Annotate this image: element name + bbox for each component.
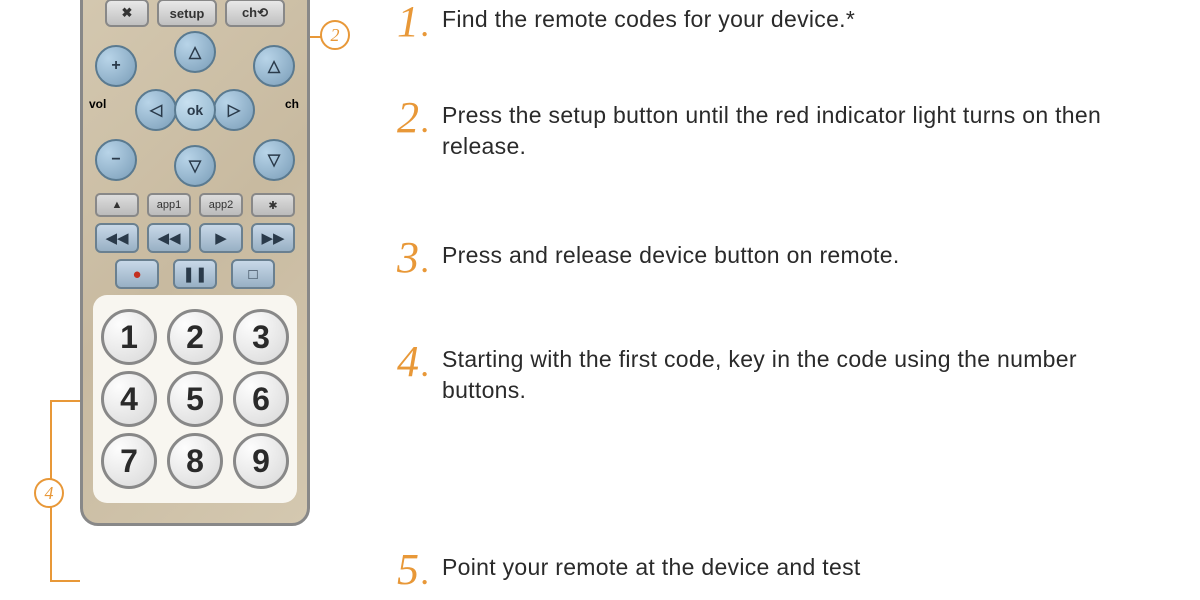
remote-top-row: ✖ setup ch⟲ [93, 0, 297, 27]
num-8-label: 8 [186, 443, 204, 480]
ffwd-icon: ▶▶ [261, 229, 284, 247]
step-2-text: Press the setup button until the red ind… [442, 96, 1160, 162]
home-icon: ▲ [112, 199, 123, 211]
vol-down-button[interactable]: − [95, 139, 137, 181]
stop-icon: □ [248, 266, 257, 283]
close-button[interactable]: ✖ [105, 0, 149, 27]
prev-button[interactable]: ◀◀ [147, 223, 191, 253]
dpad-left-button[interactable]: ◁ [135, 89, 177, 131]
nav-cluster: vol ch + − △ ▽ ◁ ▷ ok △ ▽ [95, 35, 295, 185]
ok-label: ok [187, 102, 203, 118]
transport-row-2: ● ❚❚ □ [93, 259, 297, 289]
instructions-panel: 1 Find the remote codes for your device.*… [370, 0, 1200, 600]
step-3-number: 3 [390, 236, 430, 280]
step-2: 2 Press the setup button until the red in… [390, 96, 1160, 162]
numpad-row-2: 4 5 6 [99, 371, 291, 427]
ch-return-button[interactable]: ch⟲ [225, 0, 285, 27]
app2-label: app2 [209, 199, 233, 211]
rewind-button[interactable]: ◀◀ [95, 223, 139, 253]
step-5-text: Point your remote at the device and test [442, 548, 861, 583]
minus-icon: − [111, 151, 120, 169]
numpad-row-3: 7 8 9 [99, 433, 291, 489]
vol-label: vol [89, 97, 106, 111]
transport-row-1: ◀◀ ◀◀ ▶ ▶▶ [93, 223, 297, 253]
prev-icon: ◀◀ [157, 229, 180, 247]
vol-up-button[interactable]: + [95, 45, 137, 87]
dpad-up-button[interactable]: △ [174, 31, 216, 73]
play-icon: ▶ [215, 229, 227, 247]
app-row: ▲ app1 app2 ✱ [93, 193, 297, 217]
app1-button[interactable]: app1 [147, 193, 191, 217]
num-4-label: 4 [120, 381, 138, 418]
app2-button[interactable]: app2 [199, 193, 243, 217]
triangle-up-icon: △ [189, 42, 201, 62]
step-1: 1 Find the remote codes for your device.* [390, 0, 1160, 44]
num-3-label: 3 [252, 319, 270, 356]
step-3-text: Press and release device button on remot… [442, 236, 900, 271]
num-4-button[interactable]: 4 [101, 371, 157, 427]
ch-up-button[interactable]: △ [253, 45, 295, 87]
num-1-button[interactable]: 1 [101, 309, 157, 365]
pause-icon: ❚❚ [182, 265, 207, 283]
step-5-number: 5 [390, 548, 430, 592]
triangle-right-icon: ▷ [228, 100, 240, 120]
num-6-label: 6 [252, 381, 270, 418]
num-6-button[interactable]: 6 [233, 371, 289, 427]
num-2-button[interactable]: 2 [167, 309, 223, 365]
num-2-label: 2 [186, 319, 204, 356]
num-9-label: 9 [252, 443, 270, 480]
callout-4-label: 4 [45, 483, 54, 504]
ch-down-icon: ▽ [268, 150, 280, 170]
star-button[interactable]: ✱ [251, 193, 295, 217]
dpad-right-button[interactable]: ▷ [213, 89, 255, 131]
num-9-button[interactable]: 9 [233, 433, 289, 489]
pause-button[interactable]: ❚❚ [173, 259, 217, 289]
num-7-label: 7 [120, 443, 138, 480]
remote-illustration-panel: 2 4 ✖ setup ch⟲ vol ch + − △ ▽ ◁ ▷ ok △ … [0, 0, 370, 600]
home-button[interactable]: ▲ [95, 193, 139, 217]
callout-4-line-h-top [50, 400, 80, 402]
num-8-button[interactable]: 8 [167, 433, 223, 489]
num-3-button[interactable]: 3 [233, 309, 289, 365]
step-1-text: Find the remote codes for your device.* [442, 0, 855, 35]
remote-body: ✖ setup ch⟲ vol ch + − △ ▽ ◁ ▷ ok △ ▽ ▲ … [80, 0, 310, 526]
ch-label: ch [285, 97, 299, 111]
step-4-text: Starting with the first code, key in the… [442, 340, 1160, 406]
step-4: 4 Starting with the first code, key in th… [390, 340, 1160, 406]
num-1-label: 1 [120, 319, 138, 356]
triangle-left-icon: ◁ [150, 100, 162, 120]
num-5-button[interactable]: 5 [167, 371, 223, 427]
stop-button[interactable]: □ [231, 259, 275, 289]
setup-button[interactable]: setup [157, 0, 217, 27]
record-button[interactable]: ● [115, 259, 159, 289]
plus-icon: + [111, 57, 120, 75]
callout-2-label: 2 [331, 25, 340, 46]
record-icon: ● [132, 266, 141, 283]
step-5: 5 Point your remote at the device and tes… [390, 548, 1160, 592]
rewind-icon: ◀◀ [105, 229, 128, 247]
step-3: 3 Press and release device button on remo… [390, 236, 1160, 280]
close-icon: ✖ [122, 5, 133, 21]
step-4-number: 4 [390, 340, 430, 384]
ch-up-icon: △ [268, 56, 280, 76]
ch-down-button[interactable]: ▽ [253, 139, 295, 181]
step-2-number: 2 [390, 96, 430, 140]
num-7-button[interactable]: 7 [101, 433, 157, 489]
number-pad: 1 2 3 4 5 6 7 8 9 [93, 295, 297, 503]
numpad-row-1: 1 2 3 [99, 309, 291, 365]
app1-label: app1 [157, 199, 181, 211]
setup-label: setup [170, 6, 205, 21]
triangle-down-icon: ▽ [189, 156, 201, 176]
step-1-number: 1 [390, 0, 430, 44]
callout-2: 2 [320, 20, 350, 50]
num-5-label: 5 [186, 381, 204, 418]
ffwd-button[interactable]: ▶▶ [251, 223, 295, 253]
ok-button[interactable]: ok [174, 89, 216, 131]
dpad-down-button[interactable]: ▽ [174, 145, 216, 187]
star-icon: ✱ [268, 199, 277, 212]
callout-4-line-h-bot [50, 580, 80, 582]
play-button[interactable]: ▶ [199, 223, 243, 253]
ch-return-label: ch⟲ [242, 5, 268, 21]
callout-4: 4 [34, 478, 64, 508]
